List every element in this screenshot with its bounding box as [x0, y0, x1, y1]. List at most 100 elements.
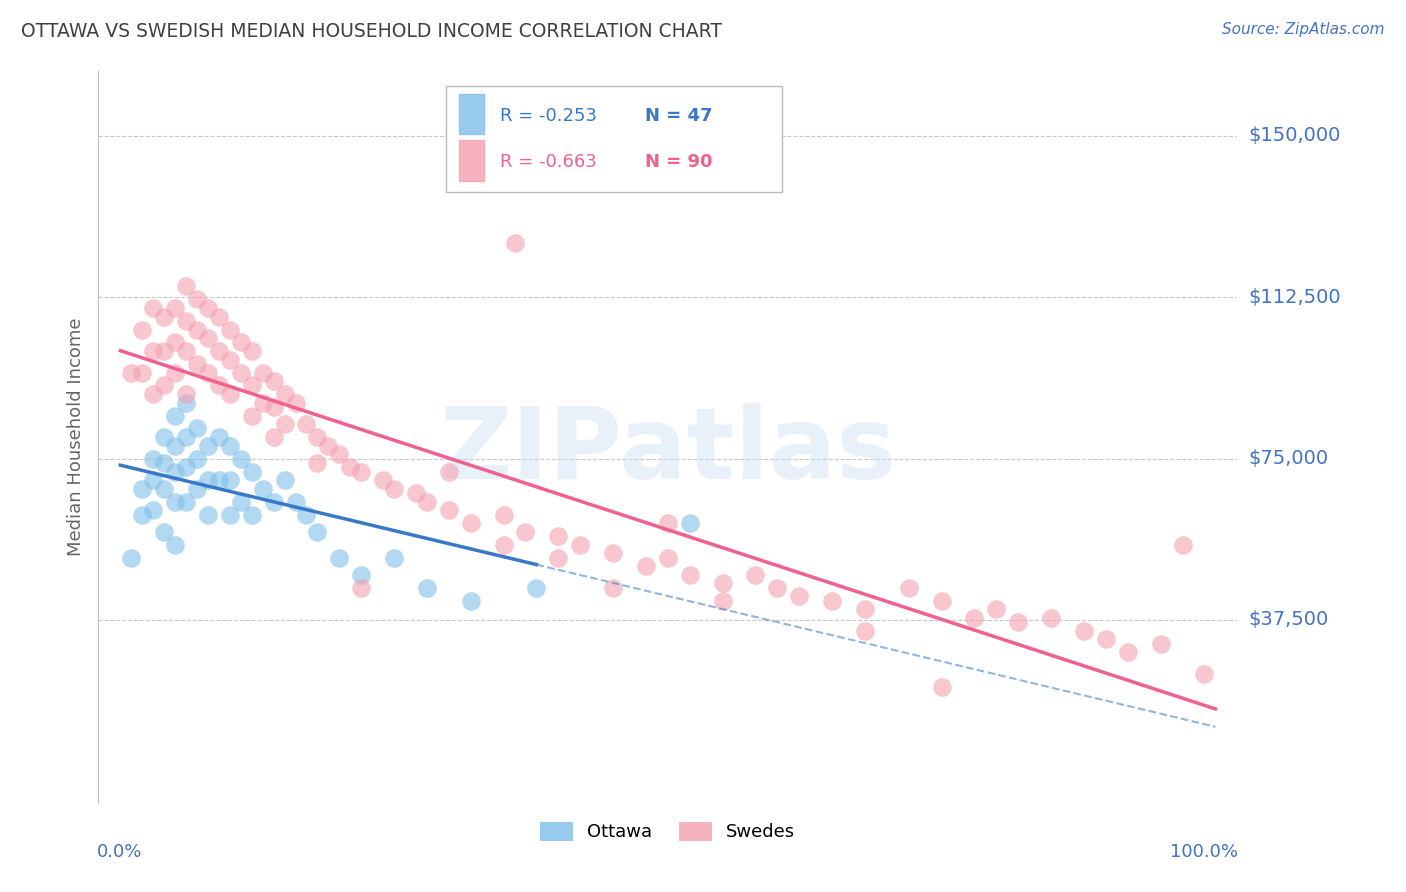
Point: [853, 602, 876, 616]
Point: [174, 395, 197, 409]
Point: [1007, 615, 1029, 629]
Point: [153, 378, 176, 392]
Point: [897, 581, 920, 595]
Point: [328, 447, 350, 461]
Point: [240, 409, 263, 423]
Point: [547, 529, 569, 543]
Point: [131, 508, 153, 522]
Point: [218, 473, 240, 487]
Point: [1171, 538, 1194, 552]
Point: [657, 550, 679, 565]
Point: [252, 395, 274, 409]
Point: [1149, 637, 1171, 651]
Point: [273, 473, 295, 487]
Point: [197, 331, 219, 345]
Point: [186, 421, 208, 435]
Point: [744, 567, 766, 582]
Point: [711, 576, 734, 591]
Text: 100.0%: 100.0%: [1170, 843, 1239, 861]
Point: [273, 387, 295, 401]
Point: [186, 357, 208, 371]
Point: [120, 366, 142, 380]
Point: [328, 550, 350, 565]
Point: [460, 516, 482, 530]
Point: [307, 524, 329, 539]
Point: [218, 439, 240, 453]
Point: [602, 581, 624, 595]
Point: [153, 524, 176, 539]
Point: [273, 417, 295, 432]
Point: [931, 593, 953, 607]
Point: [142, 473, 165, 487]
Point: [437, 503, 460, 517]
Point: [186, 293, 208, 307]
Point: [131, 482, 153, 496]
Text: R = -0.253: R = -0.253: [501, 107, 598, 125]
Point: [679, 516, 702, 530]
Point: [218, 387, 240, 401]
Point: [492, 538, 515, 552]
Point: [634, 559, 657, 574]
Point: [208, 473, 231, 487]
Point: [197, 508, 219, 522]
Point: [186, 482, 208, 496]
Point: [1073, 624, 1095, 638]
Point: [986, 602, 1008, 616]
Point: [492, 508, 515, 522]
Point: [350, 465, 373, 479]
Point: [284, 494, 307, 508]
Point: [1194, 666, 1216, 681]
Point: [208, 378, 231, 392]
Bar: [460, 94, 485, 134]
Point: [197, 473, 219, 487]
Point: [165, 538, 187, 552]
Point: [515, 524, 537, 539]
Point: [526, 581, 548, 595]
Point: [186, 322, 208, 336]
Point: [350, 581, 373, 595]
Point: [218, 508, 240, 522]
Point: [153, 482, 176, 496]
Point: [197, 301, 219, 315]
Point: [931, 680, 953, 694]
Point: [307, 430, 329, 444]
Point: [405, 486, 427, 500]
Point: [142, 387, 165, 401]
Point: [218, 352, 240, 367]
Point: [229, 451, 252, 466]
Point: [174, 344, 197, 359]
Point: [229, 335, 252, 350]
Point: [679, 567, 702, 582]
Text: N = 47: N = 47: [645, 107, 713, 125]
Point: [853, 624, 876, 638]
Point: [307, 456, 329, 470]
Point: [295, 417, 318, 432]
Point: [339, 460, 361, 475]
Point: [153, 344, 176, 359]
Point: [174, 279, 197, 293]
Point: [174, 460, 197, 475]
Point: [569, 538, 592, 552]
Point: [240, 465, 263, 479]
Point: [165, 301, 187, 315]
Point: [153, 456, 176, 470]
Point: [120, 550, 142, 565]
Point: [460, 593, 482, 607]
Point: [657, 516, 679, 530]
Point: [229, 366, 252, 380]
Point: [382, 550, 405, 565]
Point: [229, 494, 252, 508]
Point: [1116, 645, 1139, 659]
Point: [174, 430, 197, 444]
Point: [416, 581, 439, 595]
Legend: Ottawa, Swedes: Ottawa, Swedes: [533, 814, 803, 848]
Point: [174, 387, 197, 401]
Point: [165, 465, 187, 479]
Point: [766, 581, 789, 595]
Point: [1095, 632, 1118, 647]
Point: [165, 335, 187, 350]
Point: [174, 494, 197, 508]
Point: [240, 508, 263, 522]
Point: [165, 439, 187, 453]
Text: 0.0%: 0.0%: [97, 843, 142, 861]
